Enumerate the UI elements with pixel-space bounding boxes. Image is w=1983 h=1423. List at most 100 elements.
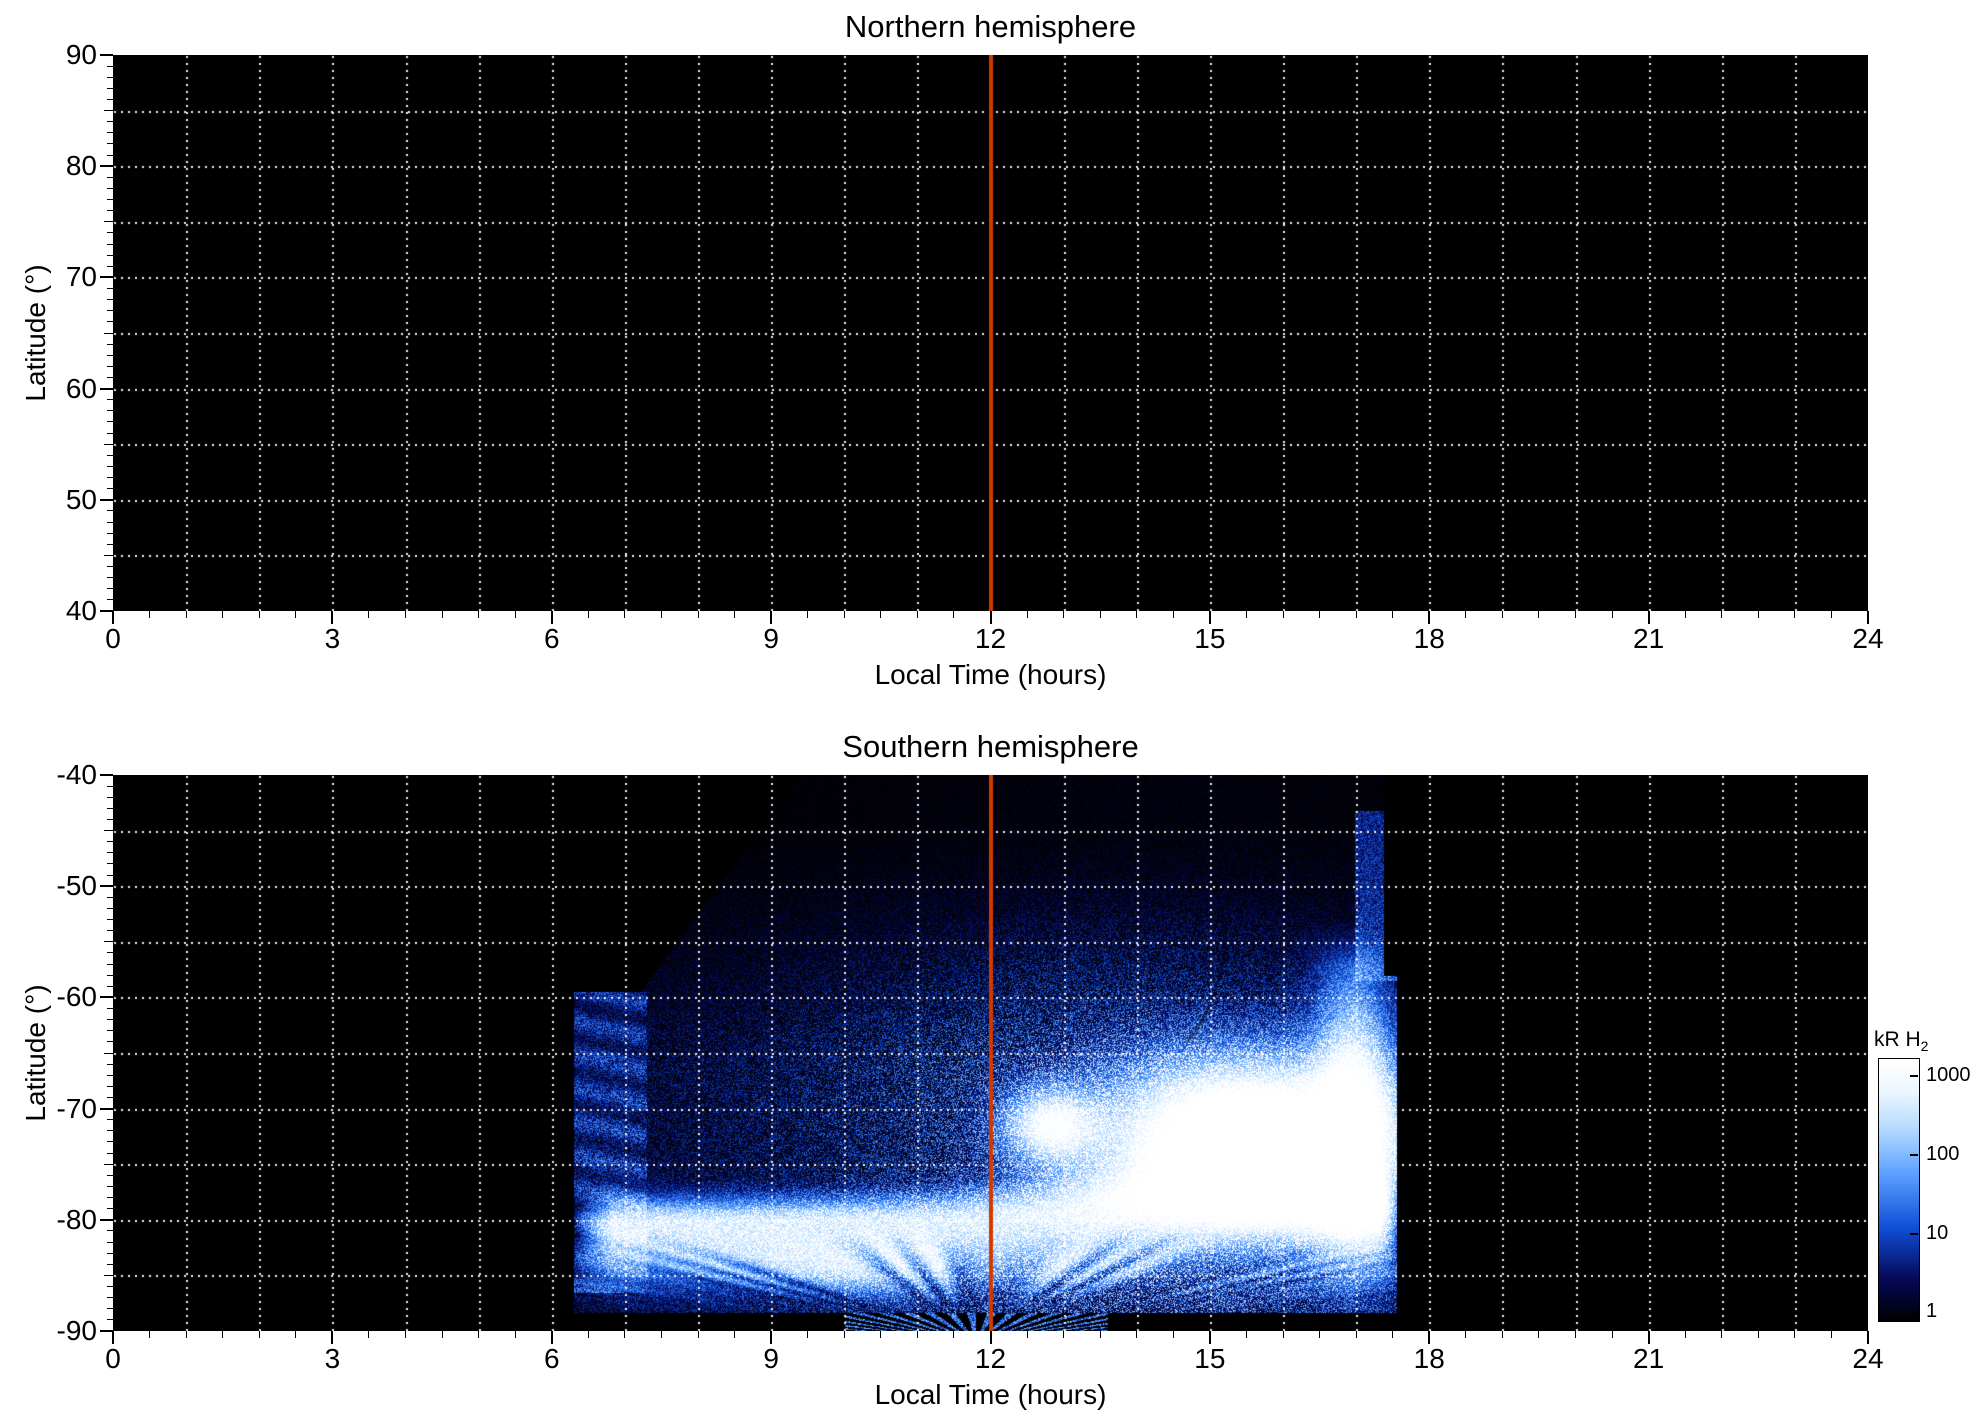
south-heatmap-canvas (113, 775, 1868, 1331)
x-minor-tick (149, 611, 151, 618)
x-minor-tick (1355, 611, 1357, 618)
x-major-tick (112, 611, 114, 624)
x-minor-tick (1611, 1331, 1613, 1338)
x-major-tick (331, 1331, 334, 1344)
x-minor-tick (734, 1331, 736, 1338)
x-minor-tick (1245, 611, 1247, 618)
y-minor-tick (107, 154, 113, 156)
y-minor-tick (107, 566, 113, 568)
y-minor-tick (107, 232, 113, 234)
x-minor-tick (1136, 611, 1138, 618)
y-minor-tick (104, 221, 113, 223)
y-minor-tick (107, 1141, 113, 1143)
colorbar-unit-subscript: 2 (1920, 1038, 1929, 1055)
y-minor-tick (107, 354, 113, 356)
x-minor-tick (1026, 611, 1028, 618)
y-minor-tick (107, 98, 113, 100)
x-minor-tick (1136, 1331, 1138, 1338)
y-minor-tick (107, 841, 113, 843)
x-tick-label: 6 (543, 623, 560, 654)
south-x-axis-label: Local Time (hours) (874, 1379, 1107, 1410)
y-minor-tick (107, 521, 113, 523)
x-tick-label: 0 (105, 1343, 121, 1374)
x-minor-tick (1319, 611, 1321, 618)
x-minor-tick (697, 611, 699, 618)
y-minor-tick (107, 1085, 113, 1087)
x-minor-tick (880, 611, 882, 618)
colorbar-unit-label: kR H2 (1874, 1028, 1928, 1054)
x-minor-tick (843, 611, 845, 618)
y-minor-tick (107, 1286, 113, 1288)
x-minor-tick (587, 1331, 589, 1338)
x-minor-tick (624, 1331, 626, 1338)
x-minor-tick (1172, 611, 1174, 618)
y-minor-tick (107, 1197, 113, 1199)
x-minor-tick (258, 1331, 260, 1338)
y-minor-tick (107, 254, 113, 256)
y-tick-label: -60 (56, 981, 97, 1013)
y-minor-tick (107, 243, 113, 245)
y-tick-label: -50 (56, 870, 97, 902)
y-minor-tick (107, 1019, 113, 1021)
x-minor-tick (1465, 611, 1467, 618)
x-minor-tick (1757, 611, 1759, 618)
y-minor-tick (104, 443, 113, 445)
y-minor-tick (107, 1008, 113, 1010)
y-minor-tick (107, 588, 113, 590)
y-minor-tick (107, 421, 113, 423)
x-minor-tick (1282, 611, 1284, 618)
x-minor-tick (405, 611, 406, 618)
y-minor-tick (107, 376, 113, 378)
x-major-tick (1428, 611, 1431, 624)
x-minor-tick (587, 611, 589, 618)
x-minor-tick (1501, 1331, 1503, 1338)
y-minor-tick (107, 930, 113, 932)
south-panel-title: Southern hemisphere (842, 729, 1139, 764)
x-tick-label: 9 (763, 1343, 779, 1374)
x-minor-tick (1830, 1331, 1832, 1338)
x-major-tick (1208, 611, 1211, 624)
y-minor-tick (107, 288, 113, 290)
y-minor-tick (104, 554, 113, 556)
x-minor-tick (514, 611, 516, 618)
x-minor-tick (1245, 1331, 1247, 1338)
x-minor-tick (1392, 1331, 1394, 1338)
y-major-tick (100, 54, 113, 56)
y-minor-tick (107, 132, 113, 134)
y-major-tick (100, 276, 113, 279)
x-minor-tick (734, 611, 736, 618)
x-tick-label: 15 (1194, 623, 1226, 654)
x-major-tick (1867, 611, 1869, 624)
x-major-tick (1208, 1331, 1211, 1344)
y-minor-tick (107, 1297, 113, 1299)
y-minor-tick (107, 919, 113, 921)
y-minor-tick (107, 1174, 113, 1176)
x-minor-tick (1355, 1331, 1357, 1338)
x-minor-tick (405, 1331, 406, 1338)
north-heatmap-canvas (113, 55, 1868, 611)
x-tick-label: 12 (974, 1343, 1007, 1374)
x-minor-tick (916, 1331, 918, 1338)
y-minor-tick (107, 1241, 113, 1243)
y-major-tick (100, 1218, 113, 1221)
x-minor-tick (1794, 1331, 1796, 1338)
y-major-tick (100, 996, 113, 999)
x-tick-label: 12 (974, 623, 1007, 654)
y-minor-tick (107, 399, 113, 401)
y-minor-tick (107, 1319, 113, 1321)
y-major-tick (100, 1330, 113, 1332)
y-major-tick (100, 498, 113, 501)
x-minor-tick (1684, 1331, 1686, 1338)
colorbar-tick-label: 1000 (1926, 1064, 1971, 1087)
x-major-tick (1647, 611, 1650, 624)
y-minor-tick (107, 488, 113, 490)
colorbar-tick-label: 10 (1926, 1221, 1949, 1244)
y-minor-tick (107, 907, 113, 909)
north-panel-title: Northern hemisphere (844, 9, 1137, 44)
y-minor-tick (107, 465, 113, 467)
x-minor-tick (1099, 1331, 1101, 1338)
x-minor-tick (953, 611, 955, 618)
y-minor-tick (107, 1263, 113, 1265)
y-minor-tick (107, 1230, 113, 1232)
y-minor-tick (104, 1052, 113, 1054)
